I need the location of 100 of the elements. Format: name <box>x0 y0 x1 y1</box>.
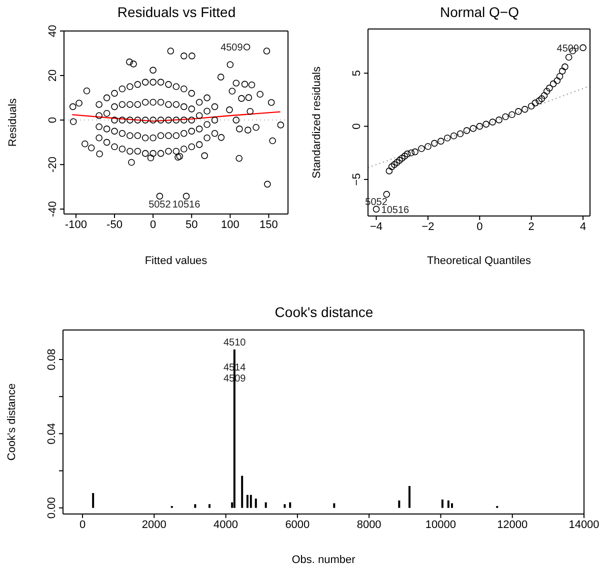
y-tick-label: -40 <box>47 201 59 218</box>
x-tick-label: 0 <box>476 220 483 233</box>
point <box>398 154 406 162</box>
point <box>482 120 490 128</box>
bar <box>208 504 210 508</box>
point <box>521 106 528 113</box>
point <box>394 159 400 166</box>
y-tick-label: 40 <box>47 24 59 38</box>
point <box>463 127 470 134</box>
x-tick-label: 0 <box>79 518 86 531</box>
point <box>456 130 464 138</box>
annotation: 4509 <box>556 43 580 54</box>
x-tick-label: 2000 <box>142 518 166 531</box>
annotation: 10516 <box>172 199 201 210</box>
chart-title: Normal Q−Q <box>439 4 520 20</box>
x-tick-label: 10000 <box>425 518 456 531</box>
y-tick-label: 0 <box>351 123 363 130</box>
y-tick-label: −5 <box>351 173 363 186</box>
x-axis-title: Obs. number <box>292 554 356 566</box>
x-tick-label: −4 <box>370 220 383 233</box>
bar <box>194 504 196 508</box>
point <box>562 63 568 70</box>
point <box>404 150 411 158</box>
point <box>431 140 438 147</box>
y-axis-title: Standardized residuals <box>310 66 323 178</box>
point <box>543 88 550 95</box>
y-axis-title: Cook's distance <box>6 383 18 461</box>
point <box>532 100 539 106</box>
point <box>383 190 390 198</box>
x-tick-label: -50 <box>106 218 122 231</box>
x-tick-label: 100 <box>220 218 240 231</box>
point <box>408 149 415 156</box>
x-tick-label: 4 <box>580 220 586 233</box>
x-axis-title: Fitted values <box>144 255 208 267</box>
point <box>396 156 403 164</box>
point <box>489 118 496 126</box>
point <box>401 152 408 160</box>
x-axis-title: Theoretical Quantiles <box>427 255 532 267</box>
point <box>536 97 542 104</box>
point <box>424 143 432 150</box>
point <box>418 145 425 152</box>
bar <box>408 486 410 508</box>
y-axis-title: Residuals <box>6 98 19 147</box>
bar <box>451 503 453 508</box>
chart-title: Cook's distance <box>274 304 374 320</box>
x-tick-label: 4000 <box>214 518 238 531</box>
bar <box>92 493 94 508</box>
y-tick-label: 5 <box>351 70 363 76</box>
y-tick-label: 0.08 <box>46 348 58 370</box>
x-tick-label: 6000 <box>285 518 310 531</box>
point <box>476 122 484 130</box>
y-tick-label: 0.04 <box>46 422 58 444</box>
point <box>412 148 418 156</box>
point <box>580 44 586 52</box>
annotation: 4509 <box>220 42 244 54</box>
x-tick-label: 14000 <box>568 518 600 531</box>
bar <box>241 476 244 508</box>
point <box>550 80 557 88</box>
x-tick-label: −2 <box>422 220 434 233</box>
x-tick-label: 150 <box>260 218 278 231</box>
x-tick-label: 0 <box>150 218 156 231</box>
point <box>388 163 396 170</box>
point <box>508 111 516 118</box>
bar <box>333 503 336 508</box>
annotation: 10516 <box>381 204 410 216</box>
point <box>386 168 393 174</box>
point <box>556 72 564 80</box>
point <box>450 132 458 140</box>
y-tick-label: 0.00 <box>46 497 58 519</box>
x-tick-label: 2 <box>528 220 534 233</box>
point <box>554 77 561 84</box>
bar <box>284 504 286 508</box>
chart-title: Residuals vs Fitted <box>116 4 237 20</box>
y-tick-label: 0 <box>47 116 59 124</box>
point <box>502 113 509 120</box>
bar <box>246 494 248 508</box>
point <box>540 92 548 99</box>
annotation: 4510 <box>223 337 246 348</box>
bar <box>254 498 257 508</box>
point <box>546 84 553 92</box>
bar <box>398 500 400 508</box>
x-tick-label: 12000 <box>497 518 528 531</box>
point <box>515 108 522 115</box>
bar <box>447 500 450 508</box>
bar <box>250 494 252 508</box>
y-tick-label: 20 <box>47 69 59 82</box>
annotation: 5052 <box>148 199 172 210</box>
bar <box>289 502 292 508</box>
point <box>538 95 546 102</box>
point <box>470 125 477 132</box>
point <box>565 54 572 61</box>
line-series <box>71 111 281 122</box>
x-tick-label: -100 <box>64 218 87 231</box>
point <box>390 161 398 168</box>
x-tick-label: 8000 <box>356 518 382 531</box>
x-tick-label: 50 <box>185 218 198 231</box>
point <box>496 116 502 124</box>
point <box>558 68 566 74</box>
point <box>437 138 444 145</box>
point <box>444 134 451 142</box>
